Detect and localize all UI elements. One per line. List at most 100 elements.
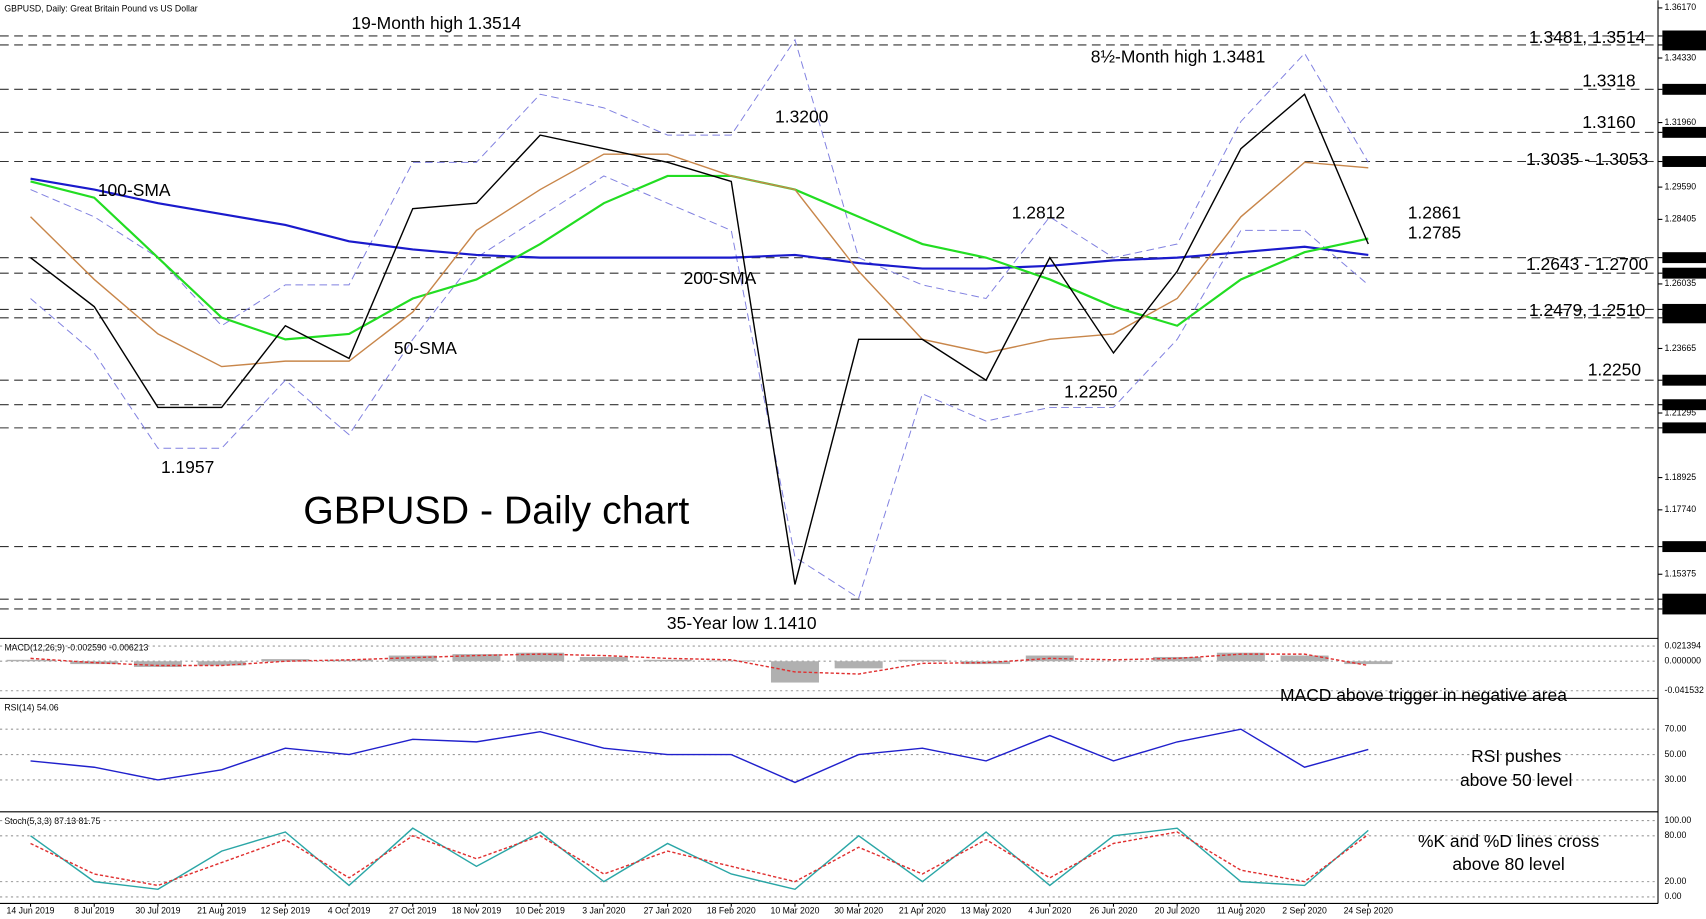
panel-title: MACD(12,26,9) -0.002590 -0.006213 [4,643,148,653]
annotation: 1.3200 [775,107,829,127]
x-tick-label: 4 Oct 2019 [328,905,371,915]
chart-title: GBPUSD - Daily chart [303,488,689,532]
macd-bar [962,661,1011,665]
annotation: RSI pushes [1471,746,1561,766]
y-tick-label: 1.29590 [1665,181,1697,191]
series-label: 200-SMA [684,268,757,288]
y-tick-label: 1.35140 [1665,30,1697,40]
annotation: above 50 level [1460,770,1572,790]
series-line [30,38,1369,327]
x-tick-label: 26 Jun 2020 [1089,905,1137,915]
annotation: MACD above trigger in negative area [1280,685,1567,705]
annotation: %K and %D lines cross [1418,831,1600,851]
macd-bar [452,654,501,662]
annotation: 1.2643 - 1.2700 [1526,254,1648,274]
macd-bar [516,652,565,662]
series-line [30,153,1369,368]
y-tick-label: 1.26035 [1665,278,1697,288]
y-tick-label: 1.28405 [1665,214,1697,224]
macd-bar [197,661,246,666]
y-tick-label: 1.16390 [1665,541,1697,551]
macd-bar [70,661,119,665]
macd-bar [1153,656,1202,662]
y-tick-label: 1.21600 [1665,399,1697,409]
y-tick-label: 1.14460 [1665,593,1697,603]
y-tick-box [1662,303,1706,315]
annotation: 35-Year low 1.1410 [667,613,817,633]
y-tick-label: 50.00 [1665,749,1687,759]
panel-title: RSI(14) 54.06 [4,702,58,712]
y-tick-label: 1.24790 [1665,312,1697,322]
annotation: 1.2479, 1.2510 [1529,300,1646,320]
y-tick-label: 1.34810 [1665,39,1697,49]
y-tick-label: 1.17740 [1665,504,1697,514]
x-tick-label: 21 Aug 2019 [197,905,246,915]
y-tick-label: 1.23665 [1665,343,1697,353]
macd-bar [579,656,628,662]
macd-bar [1216,652,1265,662]
series-label: 100-SMA [98,180,171,200]
macd-bar [1280,655,1329,662]
x-tick-label: 30 Jul 2019 [135,905,180,915]
macd-bar [388,655,437,662]
y-tick-box [1662,399,1706,411]
y-tick-label: 80.00 [1665,830,1687,840]
y-tick-box [1662,126,1706,138]
y-tick-box [1662,603,1706,615]
x-tick-label: 20 Jul 2020 [1155,905,1200,915]
y-tick-box [1662,39,1706,51]
y-tick-label: 1.33180 [1665,84,1697,94]
y-tick-label: 1.36170 [1665,2,1697,12]
annotation: 1.3481, 1.3514 [1529,27,1646,47]
annotation: above 80 level [1452,854,1564,874]
panel-title: Stoch(5,3,3) 87.13 81.75 [4,816,100,826]
macd-bar [1344,661,1393,665]
x-tick-label: 21 Apr 2020 [899,905,946,915]
y-tick-label: 1.18925 [1665,472,1697,482]
y-tick-label: 1.31600 [1665,127,1697,137]
x-tick-label: 27 Oct 2019 [389,905,437,915]
annotation: 8½-Month high 1.3481 [1091,47,1266,67]
y-tick-label: 1.15375 [1665,569,1697,579]
annotation: 1.2812 [1012,203,1065,223]
macd-bar [325,659,374,662]
y-tick-label: 20.00 [1665,876,1687,886]
x-tick-label: 3 Jan 2020 [582,905,625,915]
macd-bar [707,660,756,662]
annotation: 1.2785 [1408,222,1461,242]
y-tick-label: 100.00 [1665,815,1692,825]
x-tick-label: 8 Jul 2019 [74,905,114,915]
annotation: 1.3318 [1582,71,1635,91]
series-line [30,175,1369,599]
y-tick-label: 1.27000 [1665,252,1697,262]
x-tick-label: 24 Sep 2020 [1344,905,1394,915]
y-tick-label: 1.25100 [1665,304,1697,314]
y-tick-box [1662,312,1706,324]
y-tick-label: 1.26430 [1665,267,1697,277]
macd-bar [834,661,883,669]
macd-bar [898,659,947,662]
macd-bar [133,661,182,667]
y-tick-label: 0.000000 [1665,656,1702,666]
series-line [30,177,1369,270]
y-tick-label: 0.00 [1665,891,1682,901]
x-tick-label: 18 Feb 2020 [707,905,756,915]
x-tick-label: 18 Nov 2019 [452,905,502,915]
x-tick-label: 10 Dec 2019 [515,905,565,915]
y-tick-box [1662,156,1706,167]
y-tick-label: -0.041532 [1665,685,1704,695]
y-tick-label: 0.021394 [1665,640,1702,650]
macd-bar [643,659,692,662]
x-tick-label: 4 Jun 2020 [1028,905,1071,915]
annotation: 1.3035 - 1.3053 [1526,149,1648,169]
chart-subtitle: GBPUSD, Daily: Great Britain Pound vs US… [4,3,197,13]
y-tick-box [1662,374,1706,386]
macd-bar [261,659,310,662]
series-line [30,831,1369,887]
y-tick-box [1662,541,1706,553]
x-tick-label: 13 May 2020 [961,905,1012,915]
x-tick-label: 30 Mar 2020 [834,905,883,915]
series-label: 50-SMA [394,338,457,358]
